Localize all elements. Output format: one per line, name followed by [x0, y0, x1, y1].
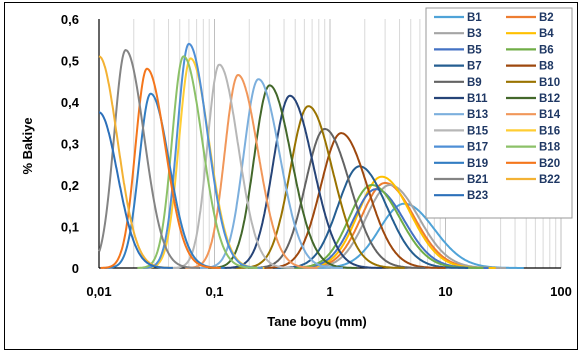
- legend-label: B16: [539, 125, 560, 137]
- legend-label: B21: [467, 174, 489, 186]
- series-line: [137, 55, 258, 269]
- legend-label: B19: [467, 158, 488, 170]
- y-tick-label: 0,1: [61, 220, 79, 235]
- legend-label: B23: [467, 190, 488, 202]
- legend-label: B1: [467, 12, 482, 24]
- series-line: [288, 175, 496, 269]
- legend-label: B20: [539, 158, 560, 170]
- legend-label: B14: [539, 109, 561, 121]
- x-axis-title: Tane boyu (mm): [267, 314, 366, 329]
- series-line: [235, 105, 405, 269]
- legend-box: [425, 7, 573, 219]
- legend-label: B18: [539, 142, 561, 154]
- series-line: [272, 165, 469, 269]
- legend-label: B5: [467, 44, 482, 56]
- legend-label: B10: [539, 77, 560, 89]
- legend-label: B15: [467, 125, 489, 137]
- legend-label: B22: [539, 174, 560, 186]
- legend-label: B17: [467, 142, 488, 154]
- legend-label: B8: [539, 61, 554, 73]
- y-tick-label: 0,3: [61, 137, 79, 152]
- plot-area: [98, 42, 524, 269]
- series-line: [281, 184, 484, 269]
- y-tick-label: 0,6: [61, 12, 79, 27]
- y-axis-title: % Bakiye: [20, 117, 35, 174]
- x-tick-label: 0,1: [205, 284, 223, 299]
- y-tick-label: 0,2: [61, 178, 79, 193]
- series-line: [185, 73, 318, 269]
- x-tick-labels: 0,01 0,1 1 10 100: [86, 284, 572, 299]
- legend-label: B12: [539, 93, 560, 105]
- legend-label: B4: [539, 28, 554, 40]
- y-tick-labels: 0 0,1 0,2 0,3 0,4 0,5 0,6: [61, 12, 80, 276]
- legend-label: B13: [467, 109, 488, 121]
- legend-label: B6: [539, 44, 554, 56]
- legend-label: B2: [539, 12, 554, 24]
- x-tick-label: 10: [438, 284, 452, 299]
- y-tick-label: 0,4: [61, 95, 80, 110]
- legend-label: B11: [467, 93, 488, 105]
- legend-label: B3: [467, 28, 482, 40]
- series-line: [247, 128, 426, 269]
- y-tick-label: 0: [72, 261, 79, 276]
- legend: B1 B2 B3 B4 B5 B6 B7 B8 B9 B10 B11 B12 B13 B14 B15 B16 B…: [425, 7, 573, 219]
- y-tick-label: 0,5: [61, 54, 79, 69]
- x-tick-label: 100: [550, 284, 572, 299]
- x-tick-label: 0,01: [86, 284, 111, 299]
- series-line: [98, 49, 200, 269]
- series-line: [98, 111, 173, 269]
- series-line: [142, 42, 263, 269]
- series-line: [199, 78, 343, 269]
- series-line: [100, 67, 221, 269]
- legend-label: B9: [467, 77, 482, 89]
- series-line: [208, 84, 357, 269]
- legend-label: B7: [467, 61, 482, 73]
- x-tick-label: 1: [326, 284, 333, 299]
- series-line: [222, 94, 382, 269]
- series-line: [305, 202, 524, 269]
